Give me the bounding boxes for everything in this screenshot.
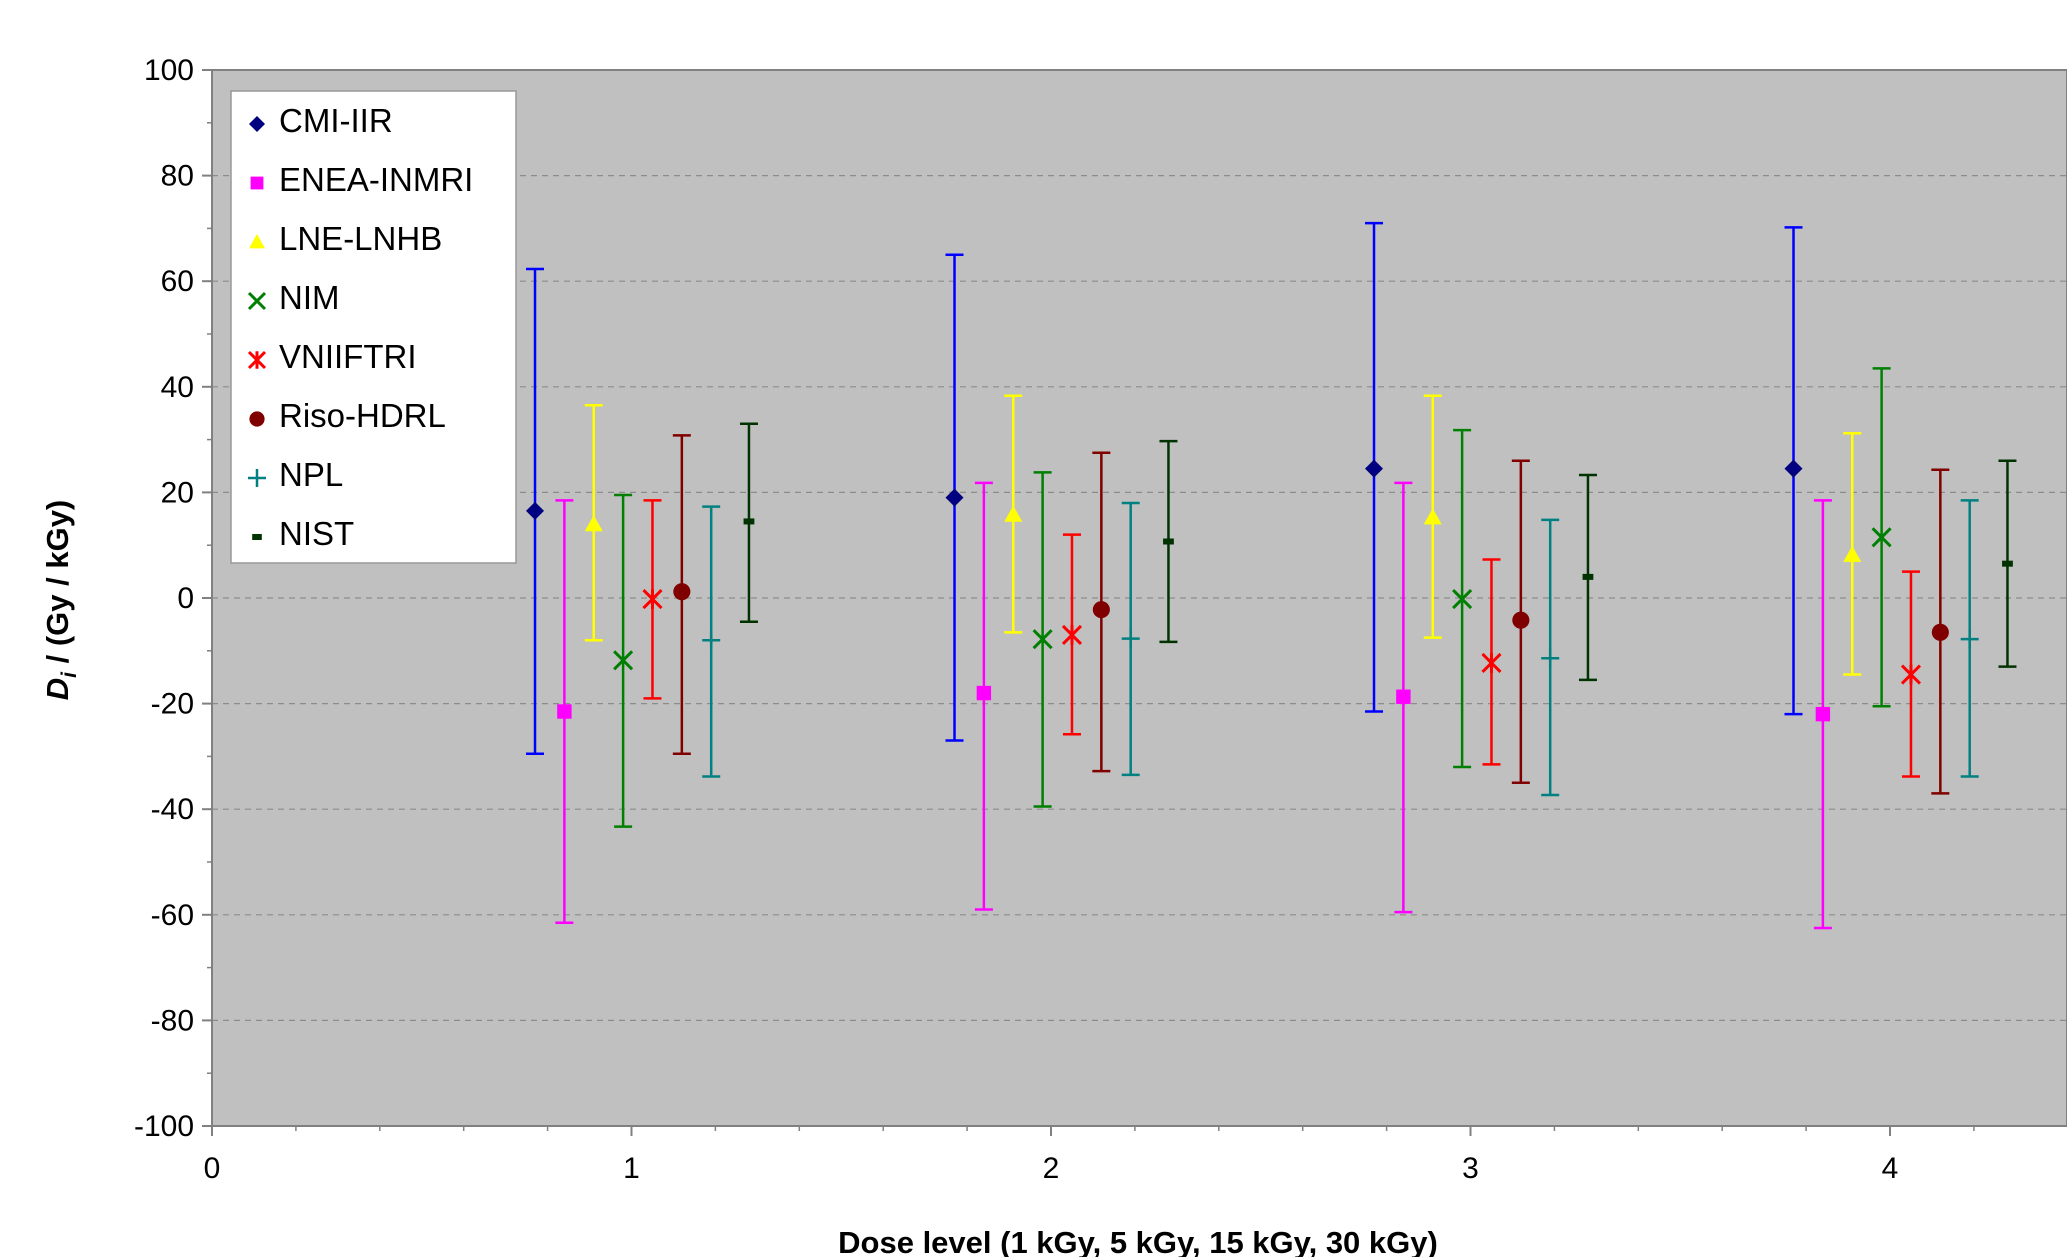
legend-item-enea-inmri: ENEA-INMRI bbox=[250, 161, 473, 198]
data-point bbox=[1582, 573, 1594, 580]
legend-label: NIST bbox=[279, 515, 354, 552]
legend-marker-icon bbox=[247, 291, 267, 311]
x-tick-label: 4 bbox=[1882, 1152, 1899, 1185]
data-point bbox=[1092, 601, 1110, 619]
legend-label: Riso-HDRL bbox=[279, 397, 446, 434]
data-point bbox=[1900, 664, 1922, 685]
legend-marker-icon bbox=[247, 350, 267, 370]
y-tick-label: -100 bbox=[134, 1110, 194, 1143]
x-axis-title: Dose level (1 kGy, 5 kGy, 15 kGy, 30 kGy… bbox=[838, 1225, 1438, 1257]
y-tick-label: -40 bbox=[151, 793, 194, 826]
data-point bbox=[1815, 706, 1831, 722]
data-point bbox=[1541, 649, 1560, 668]
x-tick-label: 1 bbox=[623, 1152, 640, 1185]
series-npl bbox=[702, 499, 1979, 797]
legend-marker-icon bbox=[249, 411, 265, 427]
legend-box bbox=[230, 90, 517, 564]
y-tick-label: -80 bbox=[151, 1004, 194, 1037]
legend-item-cmi-iir: CMI-IIR bbox=[249, 102, 393, 139]
legend-label: NPL bbox=[279, 456, 343, 493]
legend-label: ENEA-INMRI bbox=[279, 161, 473, 198]
series-cmi-iir bbox=[526, 221, 1803, 756]
y-tick-label: 0 bbox=[177, 582, 194, 615]
legend-label: NIM bbox=[279, 279, 340, 316]
y-axis-title-sub: i bbox=[58, 671, 81, 678]
legend-item-npl: NPL bbox=[248, 456, 343, 493]
legend-item-vniiftri: VNIIFTRI bbox=[247, 338, 417, 375]
legend-marker-icon bbox=[249, 116, 265, 132]
data-point bbox=[1061, 624, 1083, 646]
legend-label: CMI-IIR bbox=[279, 102, 393, 139]
y-tick-label: 60 bbox=[161, 265, 194, 298]
data-point bbox=[673, 583, 691, 601]
y-axis-title-rest: / (Gy / kGy) bbox=[40, 500, 75, 672]
x-tick-label: 2 bbox=[1043, 1152, 1060, 1185]
series-riso-hdrl bbox=[672, 434, 1950, 795]
data-point bbox=[1871, 527, 1892, 548]
data-point bbox=[557, 704, 572, 719]
y-tick-label: -20 bbox=[151, 688, 194, 721]
legend-marker-icon bbox=[248, 469, 266, 487]
series-nim bbox=[613, 367, 1892, 828]
legend-item-riso-hdrl: Riso-HDRL bbox=[249, 397, 446, 434]
data-point bbox=[1396, 689, 1411, 704]
data-point bbox=[1784, 459, 1803, 478]
legend-label: VNIIFTRI bbox=[279, 338, 417, 375]
legend-item-nist: NIST bbox=[252, 515, 354, 552]
data-point bbox=[1163, 538, 1174, 545]
data-point bbox=[1960, 630, 1979, 649]
y-tick-label: 80 bbox=[161, 160, 194, 193]
data-point bbox=[1365, 459, 1384, 478]
legend-label: LNE-LNHB bbox=[279, 220, 442, 257]
data-point bbox=[613, 650, 634, 671]
data-point bbox=[1481, 652, 1502, 674]
legend-item-nim: NIM bbox=[247, 279, 340, 316]
data-point bbox=[526, 501, 545, 520]
x-tick-label: 3 bbox=[1462, 1152, 1479, 1185]
series-layer bbox=[526, 221, 2017, 930]
data-point bbox=[1032, 629, 1053, 650]
data-point bbox=[1121, 629, 1140, 648]
legend-marker-icon bbox=[249, 234, 265, 249]
data-point bbox=[1931, 623, 1949, 641]
legend-marker-icon bbox=[252, 534, 262, 540]
y-tick-label: 20 bbox=[161, 476, 194, 509]
data-point bbox=[2002, 560, 2013, 567]
y-axis-title: Di / (Gy / kGy) bbox=[40, 500, 81, 701]
data-point bbox=[945, 488, 964, 507]
data-point bbox=[702, 631, 721, 650]
x-ticks: 0 1 2 3 4 bbox=[204, 1126, 1975, 1185]
x-tick-label: 0 bbox=[204, 1152, 221, 1185]
y-tick-label: 100 bbox=[144, 54, 194, 87]
data-point bbox=[642, 588, 663, 610]
y-tick-label: 40 bbox=[161, 371, 194, 404]
data-point bbox=[1423, 508, 1442, 525]
series-vniiftri bbox=[642, 499, 1922, 778]
data-point bbox=[584, 515, 603, 532]
series-lne-lnhb bbox=[584, 394, 1862, 676]
data-point bbox=[976, 685, 992, 701]
y-axis-title-main: D bbox=[40, 678, 75, 700]
legend: CMI-IIR ENEA-INMRI LNE-LNHB NIM VNIIFTRI Riso… bbox=[230, 90, 517, 564]
data-point bbox=[743, 518, 755, 525]
y-ticks: -100 -80 -60 -40 -20 0 20 40 60 80 100 bbox=[134, 54, 212, 1143]
legend-item-lne-lnhb: LNE-LNHB bbox=[249, 220, 442, 257]
data-point bbox=[1512, 611, 1530, 629]
data-point bbox=[1004, 505, 1023, 522]
series-nist bbox=[739, 422, 2017, 682]
legend-marker-icon bbox=[250, 176, 264, 190]
y-tick-label: -60 bbox=[151, 899, 194, 932]
series-enea-inmri bbox=[555, 481, 1832, 930]
data-point bbox=[1452, 588, 1473, 610]
grid-lines bbox=[212, 175, 2067, 1022]
data-point bbox=[1843, 545, 1862, 562]
